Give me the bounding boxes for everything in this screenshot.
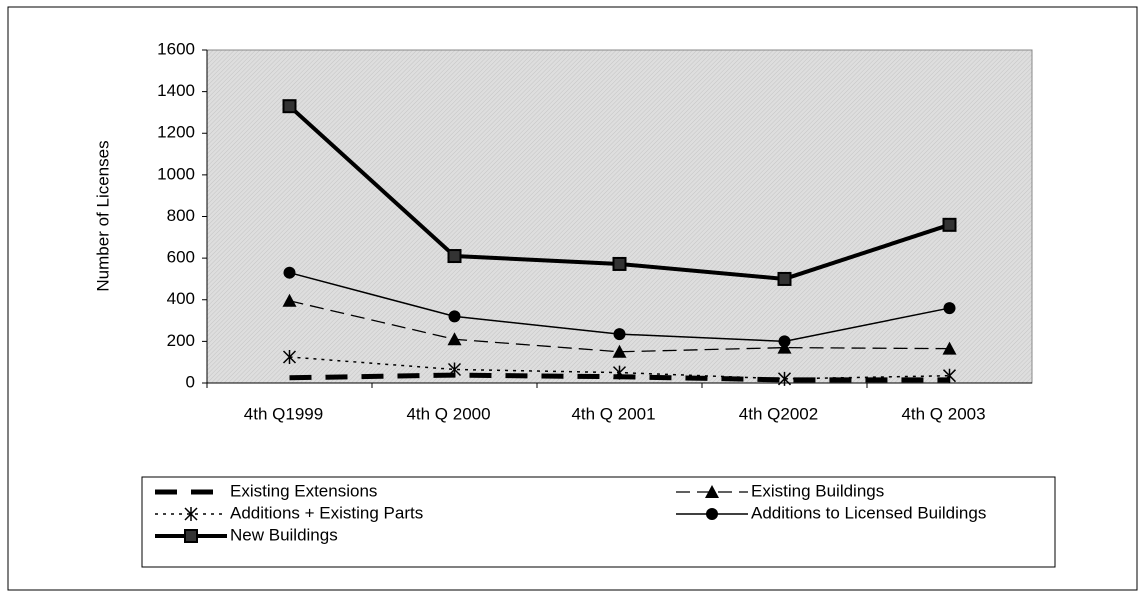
data-point [612, 256, 627, 271]
y-tick-label: 0 [186, 372, 195, 391]
y-tick-label: 1000 [157, 164, 195, 183]
data-point [447, 332, 462, 346]
x-tick-label: 4th Q 2000 [406, 404, 490, 423]
x-tick-label: 4th Q2002 [739, 404, 818, 423]
legend-marker [184, 529, 198, 543]
x-tick-label: 4th Q 2001 [571, 404, 655, 423]
legend-marker [184, 507, 198, 521]
data-point [448, 310, 461, 323]
legend-label: Additions to Licensed Buildings [751, 503, 986, 522]
y-tick-label: 200 [167, 331, 195, 350]
data-point [282, 293, 297, 307]
legend-label: Existing Buildings [751, 481, 884, 500]
x-tick-label: 4th Q1999 [244, 404, 323, 423]
legend-label: New Buildings [230, 525, 338, 544]
y-tick-label: 600 [167, 248, 195, 267]
data-point [447, 249, 462, 264]
legend-label: Additions + Existing Parts [230, 503, 423, 522]
data-point [942, 217, 957, 232]
data-point [778, 335, 791, 348]
legend-marker [706, 508, 718, 520]
x-tick-label: 4th Q 2003 [901, 404, 985, 423]
data-point [612, 344, 627, 358]
y-tick-label: 1400 [157, 81, 195, 100]
legend [141, 476, 1056, 568]
data-point [447, 362, 462, 377]
data-point [777, 371, 792, 386]
plot-area [206, 49, 1033, 384]
series-line [289, 300, 950, 353]
data-point [282, 349, 297, 364]
data-point [612, 365, 627, 380]
data-point [942, 341, 957, 355]
y-tick-label: 800 [167, 206, 195, 225]
legend-label: Existing Extensions [230, 481, 377, 500]
data-point [942, 368, 957, 383]
data-point [613, 328, 626, 341]
legend-marker [705, 485, 719, 498]
data-point [943, 302, 956, 315]
data-point [777, 271, 792, 286]
data-point [283, 266, 296, 279]
y-tick-label: 400 [167, 289, 195, 308]
y-tick-label: 1200 [157, 123, 195, 142]
data-point [282, 99, 297, 114]
y-axis-label: Number of Licenses [93, 140, 112, 291]
y-tick-label: 1600 [157, 39, 195, 58]
